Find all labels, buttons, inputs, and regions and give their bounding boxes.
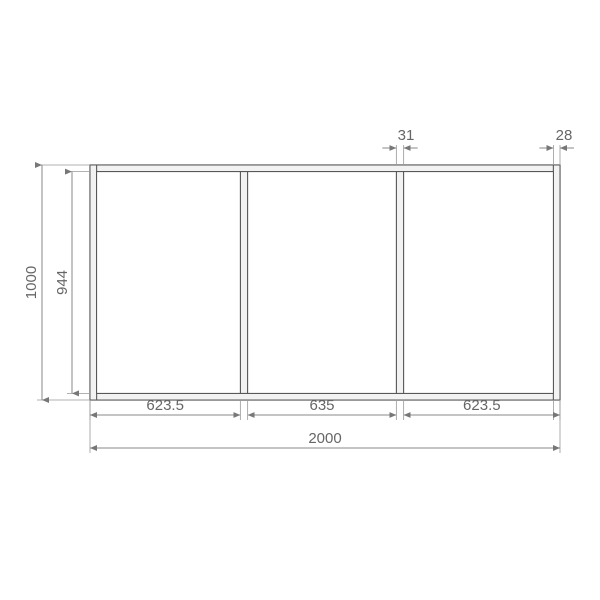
dim-mullion: 31 [398,127,415,144]
dim-panel-left: 623.5 [146,397,184,414]
dim-panel-mid: 635 [309,397,334,414]
dim-overall-width: 2000 [308,430,341,447]
dim-panel-right: 623.5 [463,397,501,414]
right-stile [553,165,560,400]
mullion-1 [240,172,247,394]
left-stile [90,165,97,400]
panel-left [97,172,241,394]
frame-group [90,165,560,400]
mullion-2 [396,172,403,394]
technical-drawing: 623.5 635 623.5 2000 1000 944 31 28 [0,0,600,600]
top-rail [97,165,554,172]
dim-overall-height: 1000 [23,266,40,299]
panel-right [404,172,554,394]
dim-inner-height: 944 [54,270,71,295]
panel-mid [248,172,397,394]
dim-stile: 28 [556,127,573,144]
